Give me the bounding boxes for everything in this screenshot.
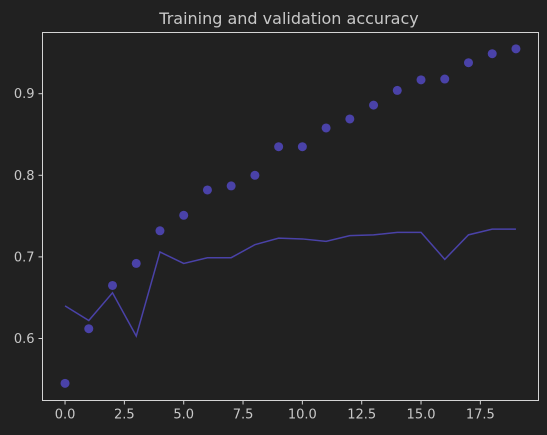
chart-title: Training and validation accuracy (158, 9, 418, 28)
training-point (440, 74, 450, 84)
x-tick-label: 7.5 (233, 408, 254, 423)
x-tick-label: 15.0 (407, 408, 436, 423)
training-point (179, 210, 189, 220)
training-point (131, 258, 141, 268)
training-point (202, 185, 212, 195)
y-tick-label: 0.7 (14, 250, 35, 265)
training-point (321, 123, 331, 133)
x-tick-label: 5.0 (173, 408, 194, 423)
y-axis-ticks: 0.6 0.7 0.8 0.9 (14, 87, 43, 347)
training-point (463, 58, 473, 68)
training-point (274, 142, 284, 152)
validation-line (64, 228, 516, 339)
training-point (226, 181, 236, 191)
plot-area-frame (42, 32, 539, 401)
training-point (345, 114, 355, 124)
x-tick-label: 2.5 (114, 408, 135, 423)
y-tick-label: 0.8 (14, 169, 35, 184)
x-axis-ticks: 0.0 2.5 5.0 7.5 10.0 12.5 15.0 17.5 (55, 400, 495, 423)
training-point (155, 226, 165, 236)
training-point (487, 49, 497, 59)
training-point (250, 170, 260, 180)
training-point (297, 142, 307, 152)
training-point (108, 280, 118, 290)
training-point (392, 85, 402, 95)
y-tick-label: 0.6 (14, 332, 35, 347)
series-layer (60, 44, 521, 388)
x-tick-label: 12.5 (347, 408, 376, 423)
training-point (84, 324, 94, 334)
y-tick-label: 0.9 (14, 87, 35, 102)
training-point (511, 44, 521, 54)
training-point (60, 378, 70, 388)
training-point (369, 100, 379, 110)
x-tick-label: 17.5 (466, 408, 495, 423)
x-tick-label: 0.0 (55, 408, 76, 423)
x-tick-label: 10.0 (288, 408, 317, 423)
training-point (416, 75, 426, 85)
